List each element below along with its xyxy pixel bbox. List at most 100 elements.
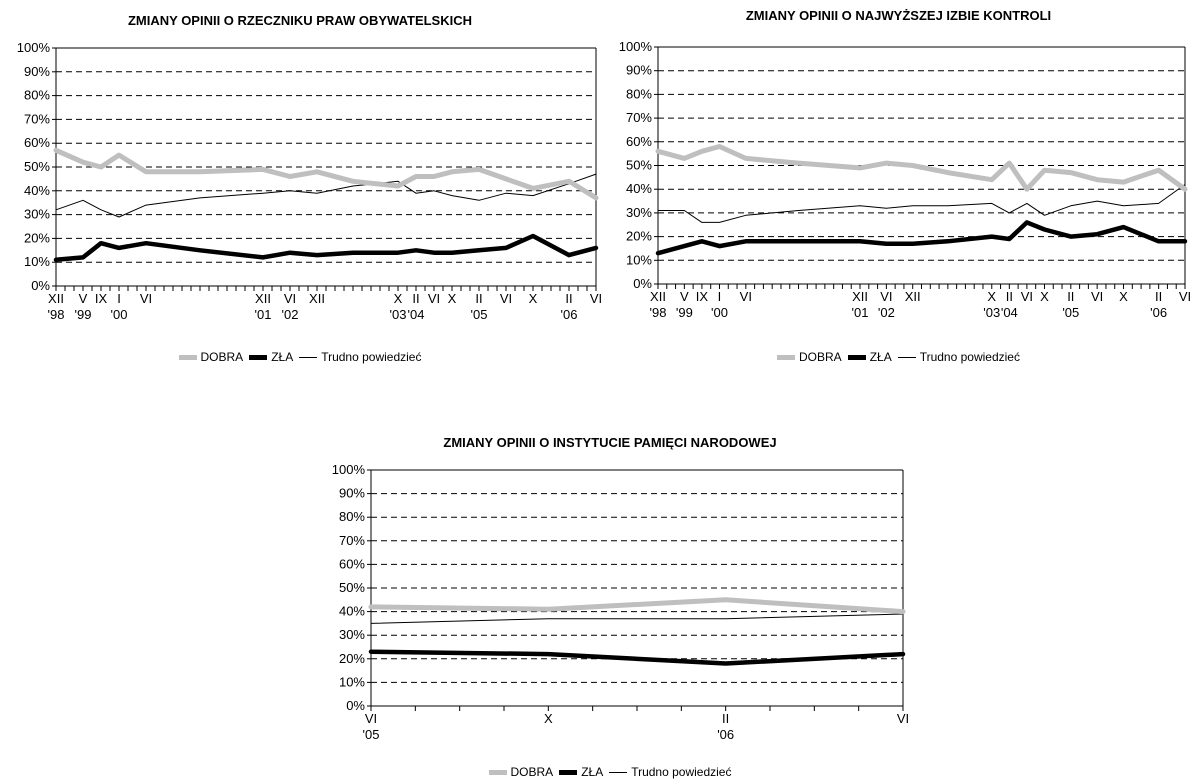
- y-tick-label: 30%: [339, 627, 365, 642]
- legend-item-trudno: Trudno powiedzieć: [897, 350, 1020, 364]
- x-tick-label: V: [79, 291, 88, 306]
- x-year-label: '01: [852, 305, 869, 320]
- x-tick-label: VI: [740, 289, 752, 304]
- x-tick-label: II: [1006, 289, 1013, 304]
- x-tick-label: II: [722, 711, 729, 726]
- y-tick-label: 50%: [626, 158, 652, 173]
- y-tick-label: 50%: [339, 580, 365, 595]
- x-tick-label: VI: [1179, 289, 1191, 304]
- x-tick-label: VI: [140, 291, 152, 306]
- x-year-label: '05: [471, 307, 488, 322]
- legend-item-zla: ZŁA: [249, 350, 293, 364]
- x-tick-label: XII: [255, 291, 271, 306]
- y-tick-label: 90%: [626, 63, 652, 78]
- x-year-label: '06: [717, 727, 734, 742]
- x-tick-label: VI: [1021, 289, 1033, 304]
- x-tick-label: VI: [1091, 289, 1103, 304]
- y-tick-label: 0%: [346, 698, 365, 713]
- x-tick-label: XII: [650, 289, 666, 304]
- y-tick-label: 30%: [24, 207, 50, 222]
- x-year-label: '06: [1150, 305, 1167, 320]
- x-year-label: '03: [983, 305, 1000, 320]
- y-tick-label: 70%: [24, 111, 50, 126]
- series-dobra-line: [53, 147, 599, 201]
- x-tick-label: XII: [309, 291, 325, 306]
- x-year-label: '00: [111, 307, 128, 322]
- legend-item-dobra: DOBRA: [178, 350, 244, 364]
- series-trudno-line: [370, 613, 904, 624]
- x-tick-label: IX: [95, 291, 108, 306]
- x-year-label: '98: [48, 307, 65, 322]
- y-tick-label: 20%: [339, 651, 365, 666]
- line-chart: 0%10%20%30%40%50%60%70%80%90%100%VI'05X I…: [332, 462, 909, 742]
- x-tick-label: VI: [880, 289, 892, 304]
- x-year-label: '05: [363, 727, 380, 742]
- x-tick-label: II: [412, 291, 419, 306]
- legend-label: ZŁA: [581, 765, 604, 779]
- x-tick-label: X: [529, 291, 538, 306]
- chart-title: ZMIANY OPINII O NAJWYŻSZEJ IZBIE KONTROL…: [745, 8, 1052, 23]
- series-zla-line: [655, 220, 1188, 256]
- y-tick-label: 90%: [24, 64, 50, 79]
- chart-nik: ZMIANY OPINII O NAJWYŻSZEJ IZBIE KONTROL…: [600, 0, 1197, 385]
- y-tick-label: 0%: [31, 278, 50, 293]
- legend-item-trudno: Trudno powiedzieć: [609, 765, 731, 779]
- x-tick-label: X: [987, 289, 996, 304]
- x-tick-label: X: [394, 291, 403, 306]
- x-tick-label: X: [448, 291, 457, 306]
- x-year-label: '05: [1062, 305, 1079, 320]
- legend-swatch-zla: [847, 354, 866, 360]
- series-zla-line: [368, 649, 906, 666]
- y-tick-label: 10%: [24, 254, 50, 269]
- y-tick-label: 20%: [626, 229, 652, 244]
- x-year-label: '98: [650, 305, 667, 320]
- x-year-label: '99: [676, 305, 693, 320]
- x-year-label: '06: [561, 307, 578, 322]
- y-tick-label: 10%: [339, 674, 365, 689]
- x-tick-label: VI: [500, 291, 512, 306]
- x-tick-label: X: [544, 711, 553, 726]
- y-tick-label: 80%: [626, 86, 652, 101]
- x-year-label: '00: [711, 305, 728, 320]
- chart-legend: DOBRA ZŁA Trudno powiedzieć: [0, 350, 600, 364]
- series-dobra-line: [655, 144, 1188, 192]
- series-zla-line: [53, 233, 599, 263]
- legend-swatch-trudno: [897, 356, 916, 358]
- y-tick-label: 40%: [24, 183, 50, 198]
- series-dobra-line: [368, 597, 906, 615]
- x-year-label: '04: [408, 307, 425, 322]
- x-year-label: '99: [75, 307, 92, 322]
- legend-label: DOBRA: [200, 350, 244, 364]
- legend-swatch-zla: [249, 354, 268, 360]
- x-tick-label: I: [117, 291, 121, 306]
- x-tick-label: II: [565, 291, 572, 306]
- y-tick-label: 100%: [332, 462, 366, 477]
- x-year-label: '03: [390, 307, 407, 322]
- x-year-label: '02: [282, 307, 299, 322]
- legend-label: ZŁA: [869, 350, 892, 364]
- y-tick-label: 60%: [339, 556, 365, 571]
- x-year-label: '04: [1001, 305, 1018, 320]
- legend-label: DOBRA: [799, 350, 842, 364]
- chart-legend: DOBRA ZŁA Trudno powiedzieć: [600, 350, 1197, 364]
- legend-label: Trudno powiedzieć: [321, 350, 422, 364]
- chart-title: ZMIANY OPINII O INSTYTUCIE PAMIĘCI NAROD…: [443, 435, 777, 450]
- chart-legend: DOBRA ZŁA Trudno powiedzieć: [300, 765, 920, 779]
- x-tick-label: IX: [696, 289, 709, 304]
- legend-item-zla: ZŁA: [559, 765, 603, 779]
- series-trudno-line: [657, 184, 1186, 223]
- y-tick-label: 40%: [626, 181, 652, 196]
- y-tick-label: 70%: [626, 110, 652, 125]
- legend-item-zla: ZŁA: [847, 350, 892, 364]
- legend-swatch-dobra: [178, 354, 197, 360]
- x-tick-label: VI: [428, 291, 440, 306]
- legend-label: ZŁA: [271, 350, 294, 364]
- line-chart: 0%10%20%30%40%50%60%70%80%90%100%XII'98V…: [619, 39, 1191, 320]
- x-tick-label: XII: [905, 289, 921, 304]
- x-tick-label: V: [680, 289, 689, 304]
- chart-ipn: ZMIANY OPINII O INSTYTUCIE PAMIĘCI NAROD…: [300, 430, 920, 782]
- chart-title: ZMIANY OPINII O RZECZNIKU PRAW OBYWATELS…: [127, 13, 473, 28]
- x-tick-label: XII: [48, 291, 64, 306]
- legend-swatch-trudno: [299, 356, 318, 358]
- line-chart: 0%10%20%30%40%50%60%70%80%90%100%XII'98V…: [17, 40, 602, 322]
